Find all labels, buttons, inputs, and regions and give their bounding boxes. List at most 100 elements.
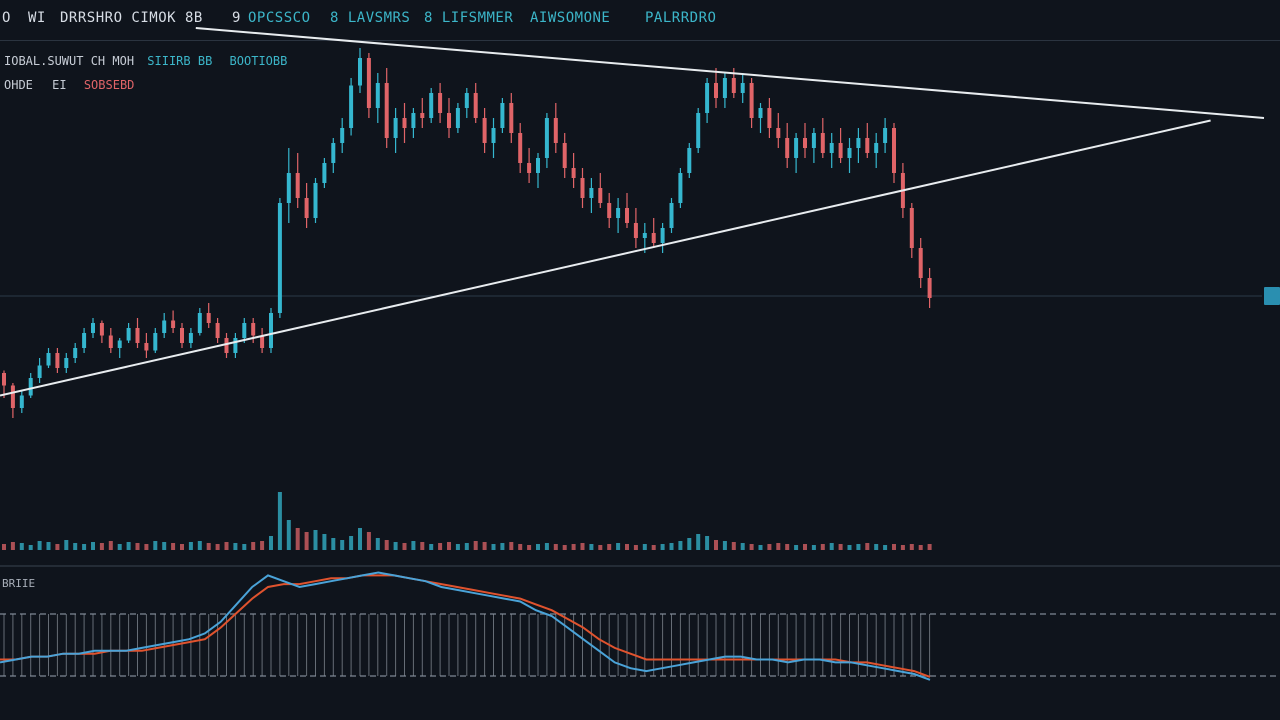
volume-bar	[277, 492, 282, 550]
candle-body	[883, 128, 888, 143]
volume-bar	[286, 520, 291, 550]
header-item: OPCSSCO	[248, 10, 311, 26]
volume-bar	[740, 543, 745, 550]
volume-bar	[188, 542, 193, 550]
volume-bar	[918, 545, 923, 550]
candle-body	[536, 158, 540, 173]
volume-bar	[722, 541, 727, 550]
volume-bar	[313, 530, 318, 550]
volume-bar	[295, 528, 300, 550]
candle-body	[811, 133, 816, 148]
candle-body	[847, 148, 852, 158]
volume-bar	[215, 544, 220, 550]
volume-bar	[660, 544, 665, 550]
volume-bar	[153, 541, 158, 550]
candle-body	[135, 328, 140, 343]
candle-body	[651, 233, 656, 243]
candle-body	[705, 83, 710, 113]
candle-body	[473, 93, 478, 118]
volume-bar	[473, 541, 478, 550]
candle-body	[803, 138, 807, 148]
volume-bar	[892, 544, 896, 550]
volume-bar	[82, 544, 87, 550]
volume-bar	[714, 540, 718, 550]
candle-body	[589, 188, 594, 198]
legend-text: SIIIRB BB	[147, 54, 213, 68]
candle-body	[277, 203, 282, 313]
header-item: O	[2, 10, 11, 26]
candle-body	[722, 78, 727, 98]
volume-bar	[820, 544, 825, 550]
volume-bar	[642, 544, 647, 550]
volume-bar	[384, 540, 389, 550]
volume-bar	[598, 545, 603, 550]
volume-bar	[518, 544, 523, 550]
candle-body	[162, 320, 167, 333]
volume-bar	[669, 543, 674, 550]
header-item: WI	[28, 10, 46, 26]
volume-bar	[180, 544, 184, 550]
volume-bar	[500, 543, 505, 550]
volume-bar	[838, 544, 843, 550]
candle-body	[64, 358, 69, 368]
volume-bar	[99, 543, 104, 550]
candle-body	[767, 108, 772, 128]
candle-body	[180, 328, 184, 343]
candle-body	[696, 113, 701, 148]
candle-body	[188, 333, 193, 343]
candles	[2, 48, 932, 418]
volume-bar	[64, 540, 69, 550]
oscillator-histogram	[3, 614, 931, 676]
candle-body	[455, 108, 460, 128]
volume-bar	[696, 534, 701, 550]
candle-body	[99, 323, 104, 336]
volume-bar	[411, 541, 416, 550]
candle-body	[242, 323, 247, 338]
trendline-lower[interactable]	[0, 119, 1211, 397]
volume-bar	[366, 532, 371, 550]
volume-bar	[758, 545, 763, 550]
volume-bar	[2, 544, 6, 550]
oscillator-fast-line	[0, 571, 931, 681]
candle-body	[740, 83, 745, 93]
volume-bar	[447, 542, 451, 550]
volume-bar	[251, 542, 256, 550]
candle-body	[144, 343, 149, 351]
volume-bar	[438, 543, 443, 550]
candle-body	[500, 103, 505, 128]
volume-bar	[224, 542, 229, 550]
volume-bar	[803, 544, 807, 550]
candle-body	[909, 208, 914, 248]
volume-bar	[571, 544, 576, 550]
legend-text: IOBAL.SUWUT CH MOH	[4, 54, 135, 68]
volume-bar	[126, 542, 131, 550]
volume-bar	[135, 543, 140, 550]
candle-body	[829, 143, 834, 153]
candle-body	[509, 103, 514, 133]
candle-body	[616, 208, 621, 218]
trendline-upper[interactable]	[195, 27, 1265, 119]
candle-body	[856, 138, 861, 148]
candle-body	[393, 118, 398, 138]
volume-bar	[117, 544, 122, 550]
volume-bar	[349, 536, 354, 550]
volume-bar	[580, 543, 585, 550]
candle-body	[73, 348, 78, 358]
volume-bar	[900, 545, 905, 550]
candle-body	[349, 85, 354, 128]
candle-body	[251, 323, 256, 336]
candle-body	[731, 78, 736, 93]
candle-body	[233, 338, 238, 353]
candle-body	[286, 173, 291, 203]
candle-body	[892, 128, 896, 173]
volume-bar	[536, 544, 540, 550]
candle-body	[153, 333, 158, 351]
volume-bar	[811, 545, 816, 550]
volume-bar	[171, 543, 176, 550]
volume-bar	[375, 538, 380, 550]
candle-body	[687, 148, 692, 173]
volume-bar	[589, 544, 594, 550]
trendlines[interactable]	[0, 27, 1265, 397]
header-item: PALRRDRO	[645, 10, 717, 26]
